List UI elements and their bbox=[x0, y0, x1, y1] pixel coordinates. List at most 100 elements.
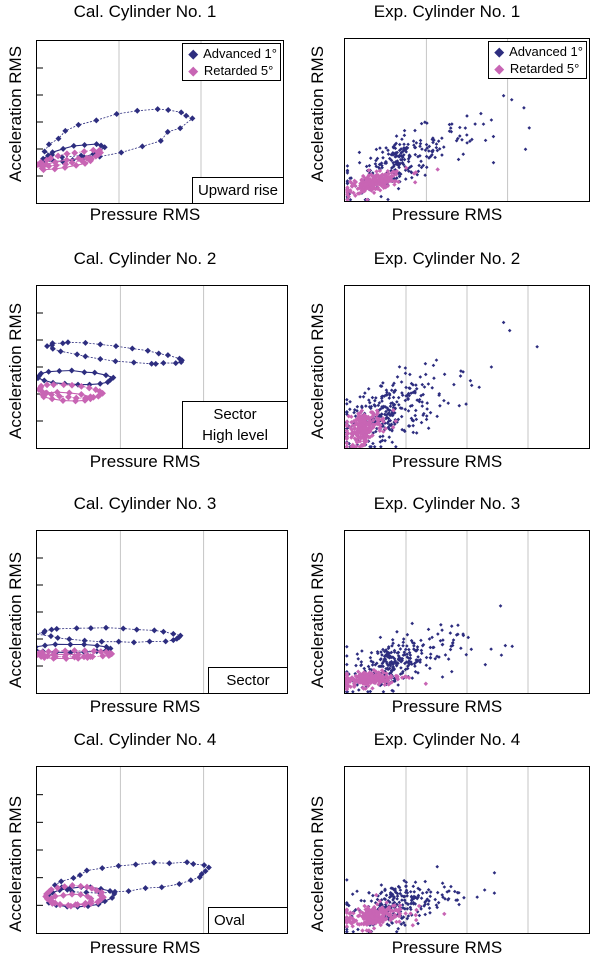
data-point bbox=[369, 914, 375, 919]
data-point bbox=[369, 899, 374, 903]
data-point bbox=[372, 186, 377, 191]
data-point bbox=[507, 328, 512, 333]
data-point bbox=[345, 901, 349, 905]
data-point bbox=[390, 413, 395, 418]
y-axis-label: Acceleration RMS bbox=[6, 45, 25, 182]
data-point bbox=[85, 384, 93, 392]
legend: ◆ Advanced 1° ◆ Retarded 5° bbox=[488, 41, 587, 79]
annotation-text: Oval bbox=[214, 912, 245, 929]
data-point bbox=[370, 414, 375, 419]
data-point bbox=[170, 630, 177, 637]
data-point bbox=[423, 879, 428, 884]
data-point bbox=[62, 655, 70, 662]
data-point bbox=[345, 644, 349, 649]
chart-title: Cal. Cylinder No. 3 bbox=[73, 494, 217, 513]
data-point bbox=[475, 895, 479, 899]
data-point bbox=[146, 638, 153, 645]
data-point bbox=[386, 175, 392, 180]
data-point bbox=[115, 638, 122, 645]
data-point bbox=[383, 669, 388, 674]
data-point bbox=[351, 929, 356, 933]
data-point bbox=[187, 877, 194, 884]
data-point bbox=[389, 168, 393, 173]
data-point bbox=[448, 647, 453, 652]
chart-panel-exp3: Exp. Cylinder No. 3 Acceleration RMS Pre… bbox=[302, 492, 592, 732]
data-point bbox=[383, 426, 388, 431]
data-point bbox=[435, 414, 439, 419]
data-point bbox=[77, 891, 84, 898]
data-point bbox=[473, 122, 477, 126]
data-point bbox=[406, 159, 411, 164]
data-point bbox=[367, 921, 372, 926]
data-point bbox=[402, 898, 407, 903]
data-point bbox=[437, 655, 441, 659]
data-point bbox=[413, 664, 417, 668]
data-point bbox=[49, 149, 56, 156]
data-point bbox=[387, 435, 392, 439]
data-point bbox=[358, 426, 364, 432]
data-point bbox=[387, 391, 392, 396]
data-point bbox=[360, 443, 365, 448]
data-point bbox=[424, 663, 429, 668]
data-point bbox=[365, 434, 370, 439]
data-point bbox=[395, 891, 400, 896]
data-point bbox=[366, 679, 371, 684]
data-point bbox=[522, 106, 526, 110]
data-point bbox=[345, 929, 349, 933]
data-point bbox=[361, 436, 366, 441]
data-point bbox=[430, 386, 435, 390]
data-point bbox=[97, 380, 104, 387]
data-point bbox=[396, 914, 402, 919]
data-point bbox=[59, 891, 67, 899]
data-point bbox=[47, 633, 54, 640]
data-point bbox=[446, 897, 450, 902]
annotation-box: Sector bbox=[208, 667, 288, 694]
data-point bbox=[457, 902, 461, 907]
data-point bbox=[527, 126, 532, 130]
data-point bbox=[458, 134, 462, 138]
data-point bbox=[386, 663, 390, 668]
data-point bbox=[348, 407, 352, 412]
data-point bbox=[81, 637, 88, 644]
data-point bbox=[99, 865, 106, 872]
data-point bbox=[399, 153, 404, 158]
data-point bbox=[77, 872, 84, 879]
data-point bbox=[63, 150, 71, 158]
data-point bbox=[422, 385, 427, 389]
data-point bbox=[461, 633, 466, 638]
data-point bbox=[189, 115, 196, 122]
data-point bbox=[358, 435, 363, 441]
data-point bbox=[366, 415, 371, 421]
data-point bbox=[345, 419, 350, 424]
data-point bbox=[426, 627, 431, 632]
annotation-text: High level bbox=[202, 427, 268, 444]
annotation-box: Oval bbox=[208, 907, 288, 934]
data-point bbox=[392, 666, 396, 671]
data-point bbox=[402, 878, 406, 883]
data-point bbox=[458, 125, 462, 130]
data-point bbox=[378, 683, 382, 688]
data-point bbox=[445, 890, 450, 894]
data-point bbox=[438, 403, 442, 408]
data-point bbox=[62, 650, 70, 658]
data-point bbox=[37, 653, 45, 660]
data-point bbox=[391, 665, 396, 669]
data-point bbox=[345, 397, 349, 402]
data-point bbox=[402, 157, 407, 162]
data-point bbox=[345, 672, 350, 678]
data-point bbox=[389, 170, 394, 176]
data-point bbox=[404, 880, 409, 885]
annotation-text: Upward rise bbox=[197, 182, 278, 199]
data-point bbox=[37, 648, 39, 652]
data-point bbox=[355, 652, 360, 656]
data-point bbox=[385, 421, 390, 425]
series-line bbox=[53, 861, 210, 894]
data-point bbox=[359, 898, 363, 903]
data-point bbox=[82, 353, 89, 360]
data-point bbox=[415, 645, 420, 649]
data-point bbox=[426, 382, 431, 386]
data-point bbox=[160, 360, 167, 367]
data-point bbox=[428, 410, 433, 415]
x-axis-label: Pressure RMS bbox=[391, 452, 503, 471]
plot-area bbox=[344, 766, 590, 934]
